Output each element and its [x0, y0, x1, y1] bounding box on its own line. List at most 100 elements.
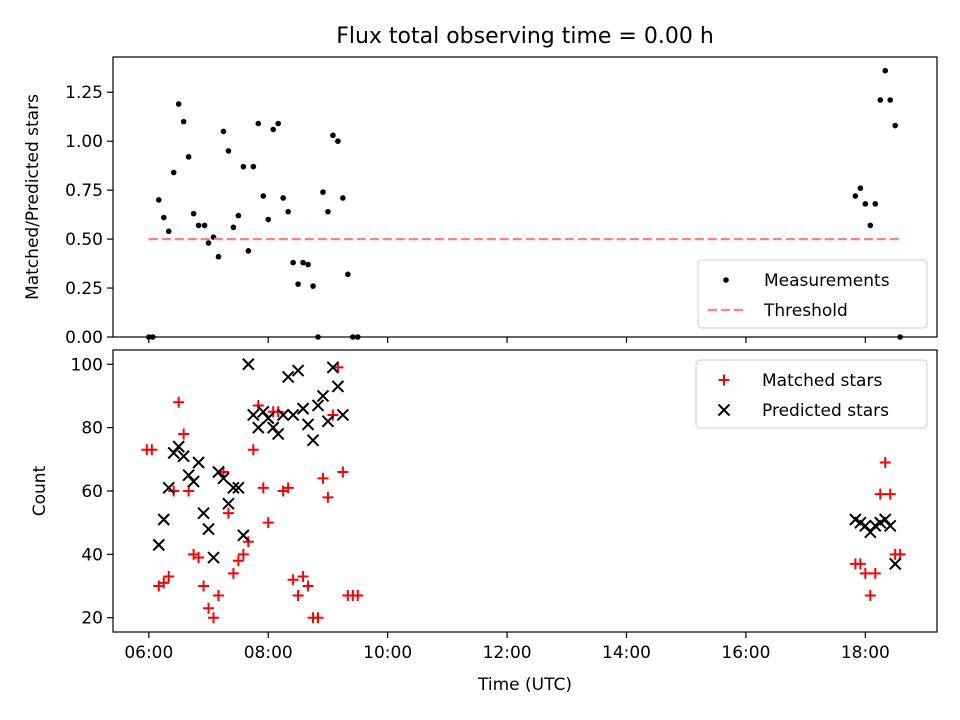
predicted-star-point	[227, 481, 240, 495]
matched-star-point	[352, 590, 364, 602]
matched-star-point	[859, 567, 871, 579]
measurement-point	[155, 197, 162, 203]
predicted-star-point	[888, 557, 902, 571]
matched-star-point	[317, 472, 329, 484]
y-axis-label: Matched/Predicted stars	[23, 94, 43, 300]
y-tick-label: 1.00	[65, 132, 103, 152]
measurement-point	[195, 222, 202, 229]
y-tick-label: 100	[71, 355, 103, 375]
matched-star-point	[237, 548, 249, 560]
predicted-star-point	[281, 370, 295, 384]
predicted-star-point	[217, 472, 230, 485]
legend-marker	[717, 403, 731, 417]
predicted-star-point	[286, 408, 300, 422]
bottom-panel: 20 40 60 80 100 06:00 08:00 10:00 12:00 14:00 16:0…	[30, 349, 938, 695]
axes-frame	[112, 56, 938, 338]
matched-star-point	[287, 574, 299, 586]
predicted-star-point	[301, 418, 315, 431]
measurement-point	[862, 201, 869, 207]
measurement-point	[235, 212, 242, 219]
y-tick-label: 40	[81, 545, 103, 565]
measurement-point	[355, 334, 361, 340]
predicted-star-point	[192, 456, 205, 469]
measurement-point	[315, 334, 321, 340]
y-tick-label: 0.75	[65, 181, 103, 201]
y-tick-label: 0.00	[65, 328, 103, 348]
legend-label: Matched stars	[762, 371, 882, 391]
measurement-point	[290, 259, 296, 266]
matched-star-point	[227, 567, 239, 579]
measurement-point	[265, 216, 272, 223]
predicted-star-point	[177, 449, 190, 463]
predicted-star-point	[207, 551, 220, 564]
measurement-point	[892, 122, 899, 129]
matched-star-point	[879, 456, 891, 468]
predicted-star-point	[232, 481, 245, 495]
predicted-star-point	[202, 522, 215, 536]
predicted-star-point	[326, 361, 340, 374]
measurement-point	[165, 228, 172, 235]
predicted-star-point	[316, 389, 330, 403]
matched-star-point	[163, 571, 175, 583]
x-tick-label: 14:00	[602, 643, 651, 663]
legend-label: Measurements	[764, 271, 890, 291]
matched-star-point	[212, 590, 224, 602]
measurement-point	[310, 283, 316, 289]
matched-star-point	[242, 536, 254, 548]
measurement-point	[175, 101, 182, 107]
matched-star-point	[178, 428, 190, 440]
predicted-star-point	[262, 411, 275, 425]
predicted-star-point	[247, 408, 260, 422]
measurement-point	[190, 210, 197, 217]
measurement-point	[857, 185, 864, 191]
matched-star-point	[203, 602, 215, 614]
predicted-star-point	[311, 399, 325, 412]
matched-star-point	[327, 409, 339, 421]
predicted-star-point	[242, 358, 255, 371]
measurement-point	[280, 195, 286, 201]
x-tick-label: 16:00	[721, 643, 770, 663]
measurement-point	[160, 214, 167, 221]
measurement-point	[230, 224, 237, 231]
measurement-point	[285, 208, 291, 215]
top-panel: 0.00 0.25 0.50 0.75 1.00 1.25 Matched/Predicte…	[23, 56, 938, 348]
measurement-point	[225, 148, 232, 154]
matched-star-point	[193, 552, 205, 564]
matched-star-point	[869, 567, 881, 579]
measurement-point	[887, 97, 894, 103]
matched-star-point	[247, 444, 259, 456]
predicted-star-point	[306, 434, 320, 447]
legend-label: Threshold	[763, 301, 848, 321]
chart-title: Flux total observing time = 0.00 h	[336, 24, 714, 49]
measurement-point	[305, 261, 311, 268]
measurement-point	[320, 189, 326, 195]
matched-star-point	[173, 396, 185, 408]
y-tick-label: 1.25	[65, 83, 103, 103]
matched-star-point	[282, 482, 294, 494]
predicted-star-point	[162, 481, 175, 495]
predicted-star-point	[276, 408, 290, 422]
matched-star-point	[864, 590, 876, 602]
measurement-point	[245, 248, 252, 254]
measurement-point	[340, 195, 346, 201]
predicted-star-point	[222, 497, 235, 510]
measurement-point	[335, 138, 341, 144]
measurement-point	[852, 193, 859, 199]
measurement-point	[201, 222, 208, 229]
predicted-star-point	[321, 415, 335, 428]
matched-star-point	[874, 488, 886, 500]
y-tick-label: 0.25	[65, 279, 103, 299]
x-axis-label: Time (UTC)	[477, 675, 572, 695]
measurement-point	[275, 120, 281, 127]
x-tick-label: 12:00	[483, 643, 532, 663]
measurement-point	[180, 118, 187, 125]
predicted-star-point	[172, 440, 185, 453]
measurement-point	[185, 154, 192, 160]
legend-box	[697, 259, 928, 329]
y-tick-label: 60	[81, 482, 103, 502]
measurement-point	[345, 271, 351, 278]
predicted-star-point	[152, 538, 165, 552]
matched-star-point	[322, 491, 334, 503]
measurement-point	[146, 334, 152, 340]
